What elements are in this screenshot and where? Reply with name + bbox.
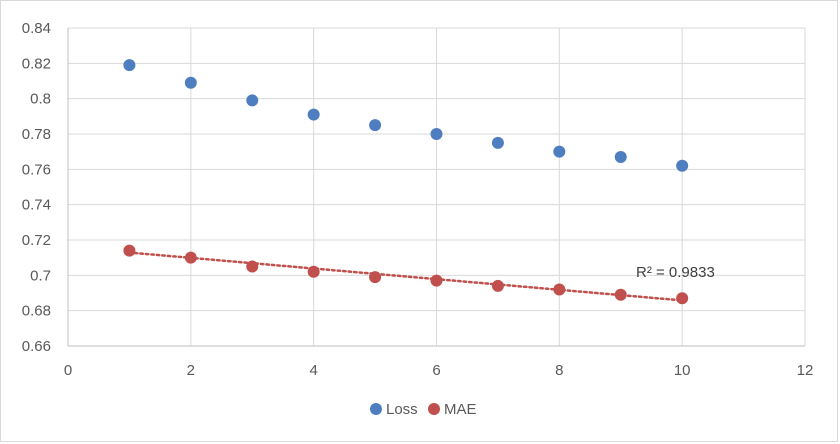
legend-label-loss: Loss — [386, 401, 418, 418]
point-mae — [676, 292, 689, 305]
point-mae — [307, 265, 320, 278]
point-mae — [491, 279, 504, 292]
trendline-layer: R² = 0.9833 — [128, 251, 715, 302]
legend-marker-loss — [370, 403, 382, 415]
point-loss — [553, 145, 566, 158]
y-tick-label: 0.7 — [30, 267, 51, 284]
x-tick-label: 10 — [674, 362, 691, 379]
gridlines — [68, 27, 806, 346]
x-tick-label: 6 — [432, 362, 440, 379]
point-loss — [123, 59, 136, 72]
trendline-mae — [128, 251, 684, 302]
x-tick-label: 4 — [309, 362, 317, 379]
point-mae — [246, 260, 259, 273]
y-tick-label: 0.72 — [22, 232, 51, 249]
point-mae — [184, 251, 197, 264]
legend-label-mae: MAE — [444, 401, 477, 418]
point-loss — [184, 76, 197, 89]
x-tick-label: 0 — [64, 362, 72, 379]
tick-labels: 0.66 0.68 0.7 0.72 0.74 0.76 0.78 0.8 0.82 0.84 0 2… — [22, 20, 814, 379]
y-tick-label: 0.8 — [30, 91, 51, 108]
x-tick-label: 2 — [187, 362, 195, 379]
x-tick-label: 12 — [797, 362, 814, 379]
point-loss — [430, 128, 443, 140]
data-points — [123, 59, 689, 305]
legend-marker-mae — [428, 403, 440, 415]
point-loss — [491, 136, 504, 149]
point-loss — [676, 159, 689, 172]
y-tick-label: 0.82 — [22, 55, 51, 72]
y-tick-label: 0.66 — [22, 338, 51, 355]
point-mae — [614, 288, 627, 301]
y-tick-label: 0.68 — [22, 303, 51, 320]
r-squared-label: R² = 0.9833 — [636, 264, 715, 281]
y-tick-label: 0.76 — [22, 161, 51, 178]
axes — [67, 28, 805, 347]
point-mae — [369, 271, 382, 284]
point-mae — [430, 274, 443, 287]
y-tick-label: 0.74 — [22, 197, 51, 214]
point-loss — [614, 150, 627, 163]
point-loss — [246, 94, 259, 107]
legend: Loss MAE — [370, 401, 477, 418]
x-tick-label: 8 — [555, 362, 563, 379]
point-mae — [123, 244, 136, 257]
y-tick-label: 0.84 — [22, 20, 51, 37]
point-mae — [553, 283, 566, 296]
point-loss — [307, 108, 320, 121]
y-tick-label: 0.78 — [22, 126, 51, 143]
point-loss — [369, 119, 382, 132]
